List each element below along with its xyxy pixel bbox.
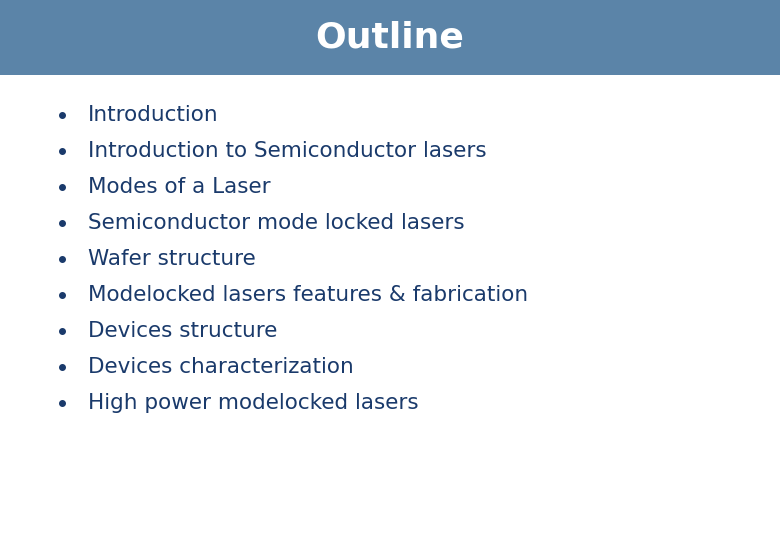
Bar xyxy=(0,0,780,75)
Text: Introduction: Introduction xyxy=(88,105,218,125)
Text: Semiconductor mode locked lasers: Semiconductor mode locked lasers xyxy=(88,213,465,233)
Text: Devices structure: Devices structure xyxy=(88,321,278,341)
Text: High power modelocked lasers: High power modelocked lasers xyxy=(88,393,419,413)
Text: Devices characterization: Devices characterization xyxy=(88,357,354,377)
Text: Outline: Outline xyxy=(316,21,464,55)
Text: Wafer structure: Wafer structure xyxy=(88,249,256,269)
Text: Introduction to Semiconductor lasers: Introduction to Semiconductor lasers xyxy=(88,141,487,161)
Text: Modelocked lasers features & fabrication: Modelocked lasers features & fabrication xyxy=(88,285,528,305)
Text: Modes of a Laser: Modes of a Laser xyxy=(88,177,271,197)
